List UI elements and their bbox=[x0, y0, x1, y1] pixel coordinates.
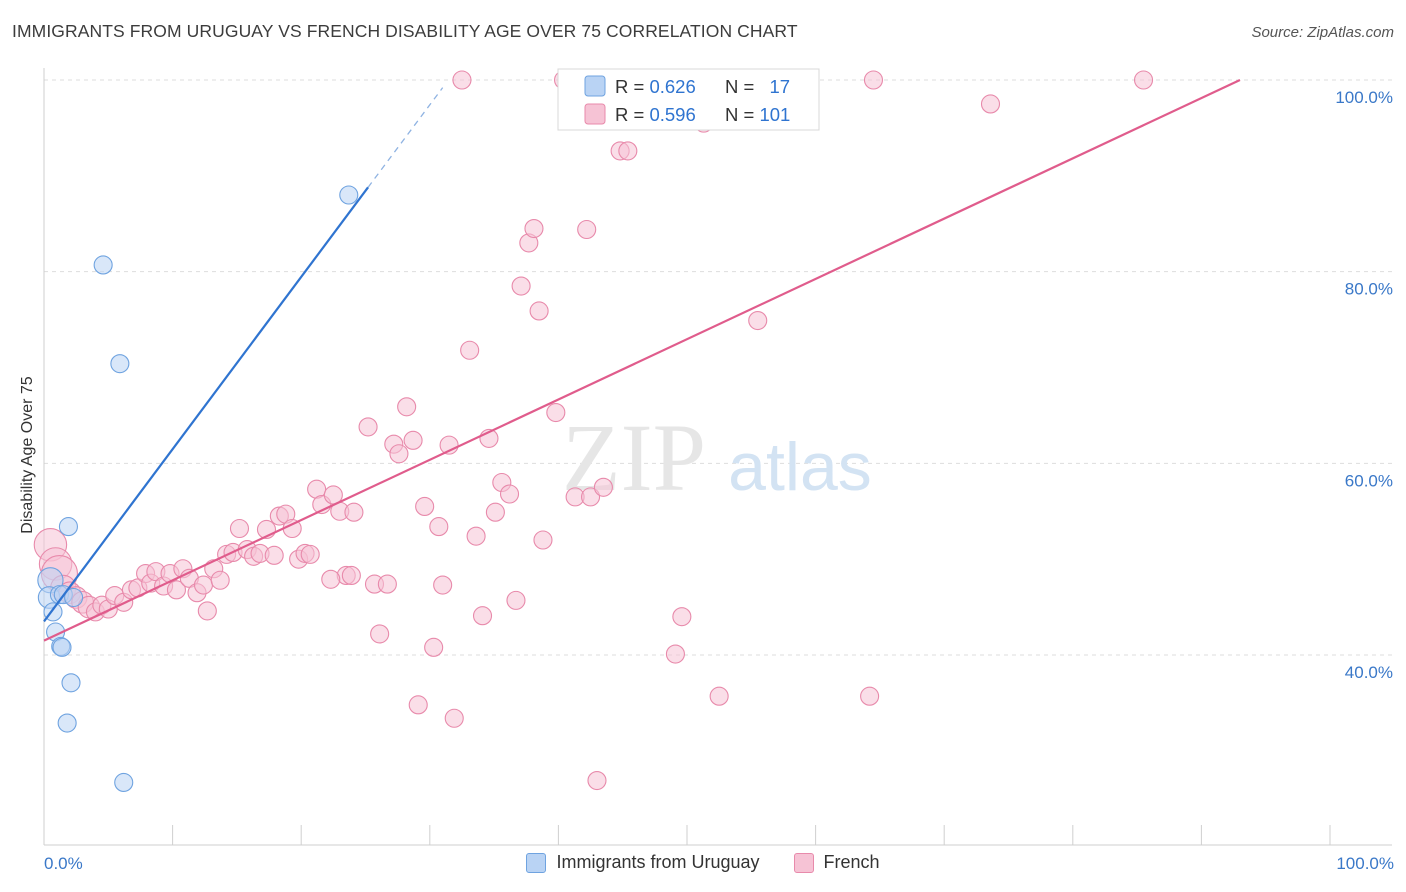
french-point-52 bbox=[370, 624, 390, 644]
french-points bbox=[33, 70, 1154, 791]
y-tick-label-3: 100.0% bbox=[1335, 88, 1393, 107]
uruguay-n-value: 17 bbox=[769, 76, 790, 97]
stats-legend: R = 0.626 N = 17 R = 0.596 N = 101 bbox=[557, 68, 820, 131]
uruguay-point-7 bbox=[64, 587, 84, 608]
french-point-78 bbox=[533, 530, 553, 550]
uruguay-n-label: N = bbox=[725, 76, 759, 97]
french-point-56 bbox=[397, 397, 417, 417]
french-point-79 bbox=[546, 402, 566, 423]
french-point-41 bbox=[300, 544, 320, 564]
watermark: ZIP atlas bbox=[562, 404, 872, 511]
french-point-64 bbox=[444, 708, 464, 728]
uruguay-trend-line bbox=[43, 186, 369, 623]
watermark-atlas: atlas bbox=[728, 429, 872, 505]
y-tick-label-2: 80.0% bbox=[1345, 280, 1393, 299]
french-point-65 bbox=[452, 70, 472, 90]
french-point-95 bbox=[860, 686, 880, 706]
uruguay-point-6 bbox=[58, 517, 78, 537]
uruguay-point-9 bbox=[52, 637, 72, 657]
chart-title: IMMIGRANTS FROM URUGUAY VS FRENCH DISABI… bbox=[12, 21, 798, 41]
legend-swatch-uruguay bbox=[526, 852, 547, 873]
uruguay-point-12 bbox=[93, 255, 113, 275]
legend-item-french: French bbox=[793, 852, 880, 873]
uruguay-trend-extension bbox=[367, 87, 444, 188]
legend-swatch-french bbox=[793, 852, 814, 873]
x-tick-label-left: 0.0% bbox=[44, 854, 83, 873]
french-r-value: 0.596 bbox=[649, 104, 695, 125]
french-point-85 bbox=[593, 477, 613, 497]
y-tick-labels: 40.0% 60.0% 80.0% 100.0% bbox=[1335, 88, 1393, 682]
french-point-53 bbox=[377, 574, 397, 594]
french-point-30 bbox=[229, 518, 250, 539]
french-point-60 bbox=[424, 637, 444, 657]
french-point-58 bbox=[408, 695, 428, 715]
french-point-49 bbox=[341, 565, 361, 586]
french-point-94 bbox=[748, 310, 768, 331]
french-point-24 bbox=[193, 575, 214, 595]
french-point-91 bbox=[672, 607, 692, 627]
french-point-59 bbox=[415, 496, 435, 517]
y-tick-label-1: 60.0% bbox=[1345, 471, 1393, 490]
uruguay-point-14 bbox=[114, 772, 134, 793]
french-point-70 bbox=[485, 502, 505, 522]
uruguay-r-label: R = bbox=[615, 76, 649, 97]
french-n-value: 101 bbox=[759, 104, 790, 125]
legend-label-french: French bbox=[823, 852, 880, 872]
french-point-76 bbox=[524, 218, 544, 239]
french-trend-line bbox=[43, 79, 1241, 642]
uruguay-point-13 bbox=[110, 354, 130, 374]
french-point-97 bbox=[980, 94, 1001, 114]
french-point-83 bbox=[580, 487, 601, 507]
french-point-27 bbox=[210, 570, 230, 590]
french-point-55 bbox=[389, 444, 409, 464]
french-point-67 bbox=[466, 526, 486, 546]
french-point-77 bbox=[529, 301, 549, 321]
uruguay-point-11 bbox=[57, 713, 77, 733]
uruguay-r-value: 0.626 bbox=[649, 76, 695, 97]
french-point-98 bbox=[1133, 70, 1154, 90]
french-point-66 bbox=[460, 340, 480, 360]
gridlines bbox=[44, 79, 1392, 656]
svg-text:N = 101: N = 101 bbox=[725, 104, 790, 125]
french-point-68 bbox=[472, 606, 493, 626]
x-tick-labels: 0.0% 100.0% bbox=[44, 854, 1394, 873]
french-point-25 bbox=[197, 601, 217, 621]
french-point-73 bbox=[506, 590, 526, 610]
french-point-48 bbox=[321, 569, 341, 589]
french-point-82 bbox=[577, 219, 597, 240]
french-point-47 bbox=[344, 502, 364, 522]
french-point-20 bbox=[166, 580, 187, 600]
y-tick-label-0: 40.0% bbox=[1345, 663, 1393, 682]
trend-lines bbox=[43, 79, 1241, 642]
french-point-96 bbox=[863, 70, 884, 90]
svg-text:N = 17: N = 17 bbox=[725, 76, 790, 97]
chart-source: Source: ZipAtlas.com bbox=[1251, 24, 1394, 41]
french-point-61 bbox=[429, 517, 449, 537]
x-tick-label-right: 100.0% bbox=[1336, 854, 1394, 873]
french-point-57 bbox=[403, 430, 423, 450]
french-point-72 bbox=[499, 484, 520, 504]
axes bbox=[43, 68, 1392, 846]
svg-text:R = 0.626: R = 0.626 bbox=[615, 76, 696, 97]
french-point-50 bbox=[358, 417, 378, 437]
svg-text:R = 0.596: R = 0.596 bbox=[615, 104, 696, 125]
legend-item-uruguay: Immigrants from Uruguay bbox=[526, 852, 760, 873]
french-point-84 bbox=[587, 770, 607, 791]
french-point-93 bbox=[709, 686, 729, 706]
french-point-90 bbox=[665, 644, 685, 664]
series-legend: Immigrants from Uruguay French bbox=[0, 852, 1406, 873]
uruguay-point-10 bbox=[61, 673, 81, 693]
french-point-87 bbox=[618, 141, 638, 161]
french-point-74 bbox=[511, 276, 531, 296]
french-point-35 bbox=[264, 545, 284, 565]
uruguay-point-15 bbox=[339, 185, 359, 205]
stats-swatch-uruguay bbox=[584, 75, 606, 97]
french-point-62 bbox=[433, 575, 453, 595]
french-r-label: R = bbox=[615, 104, 649, 125]
french-n-label: N = bbox=[725, 104, 759, 125]
legend-label-uruguay: Immigrants from Uruguay bbox=[556, 852, 760, 872]
stats-swatch-french bbox=[584, 103, 606, 125]
